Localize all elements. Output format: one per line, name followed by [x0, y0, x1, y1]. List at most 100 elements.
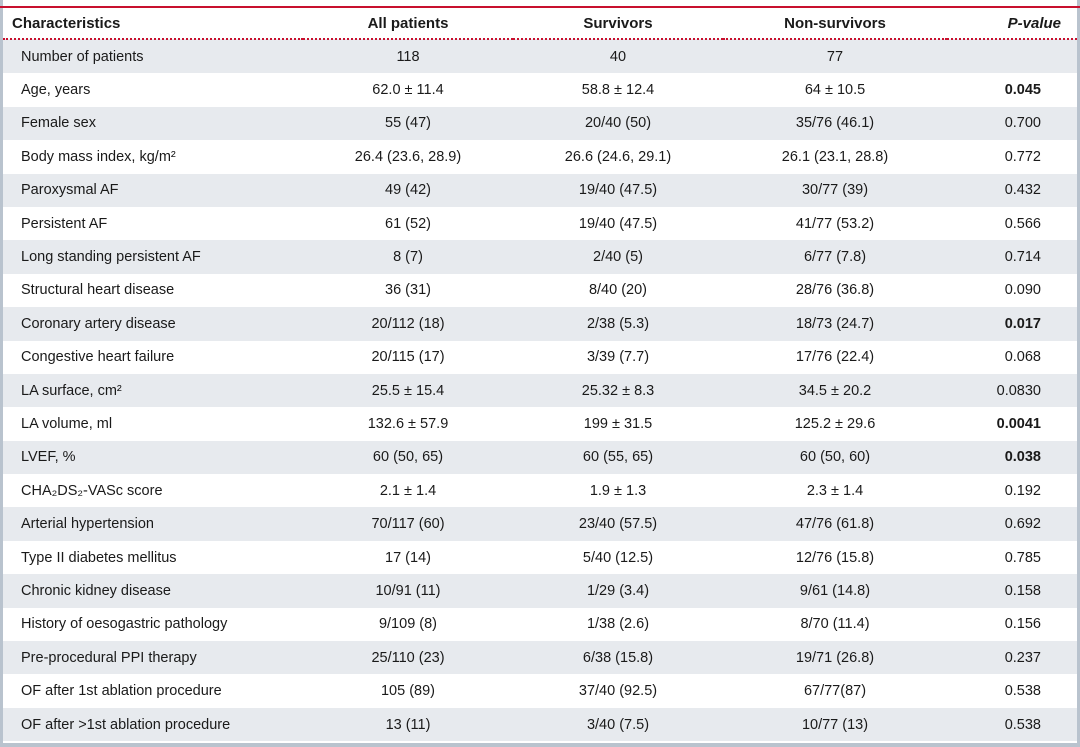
cell-p-value: 0.785	[947, 540, 1077, 575]
cell-non-survivors: 47/76 (61.8)	[723, 507, 947, 541]
cell-survivors: 1/38 (2.6)	[513, 607, 723, 642]
header-p-value-label: P-value	[1007, 14, 1061, 32]
cell-all-patients: 49 (42)	[303, 173, 513, 207]
cell-survivors: 5/40 (12.5)	[513, 540, 723, 575]
cell-non-survivors: 17/76 (22.4)	[723, 340, 947, 374]
cell-p-value: 0.090	[947, 273, 1077, 308]
cell-p-value: 0.538	[947, 674, 1077, 708]
cell-all-patients: 20/112 (18)	[303, 307, 513, 341]
cell-non-survivors: 28/76 (36.8)	[723, 273, 947, 308]
table-row: CHA₂DS₂-VASc score 2.1 ± 1.4 1.9 ± 1.3 2.3 …	[3, 474, 1077, 508]
cell-all-patients: 62.0 ± 11.4	[303, 73, 513, 107]
cell-p-value: 0.0830	[947, 373, 1077, 408]
table-row: Number of patients 118 40 77	[3, 39, 1077, 74]
cell-all-patients: 2.1 ± 1.4	[303, 474, 513, 508]
cell-survivors: 37/40 (92.5)	[513, 674, 723, 708]
cell-survivors: 25.32 ± 8.3	[513, 373, 723, 408]
cell-non-survivors: 67/77(87)	[723, 674, 947, 708]
cell-survivors: 1/29 (3.4)	[513, 574, 723, 608]
table-row: Paroxysmal AF 49 (42) 19/40 (47.5) 30/77 (3…	[3, 173, 1077, 207]
row-label: Age, years	[3, 73, 303, 107]
row-label: History of oesogastric pathology	[3, 607, 303, 642]
cell-survivors: 19/40 (47.5)	[513, 173, 723, 207]
cell-non-survivors: 12/76 (15.8)	[723, 540, 947, 575]
cell-all-patients: 55 (47)	[303, 106, 513, 141]
row-label: Congestive heart failure	[3, 340, 303, 374]
row-label: Number of patients	[3, 39, 303, 74]
cell-all-patients: 17 (14)	[303, 540, 513, 575]
cell-survivors: 58.8 ± 12.4	[513, 73, 723, 107]
row-label: Structural heart disease	[3, 273, 303, 308]
cell-p-value: 0.045	[947, 73, 1077, 107]
cell-all-patients: 9/109 (8)	[303, 607, 513, 642]
table-row: Type II diabetes mellitus 17 (14) 5/40 (12…	[3, 540, 1077, 575]
row-label: Body mass index, kg/m²	[3, 140, 303, 174]
table-row: Body mass index, kg/m² 26.4 (23.6, 28.9) 2…	[3, 140, 1077, 174]
cell-p-value: 0.017	[947, 307, 1077, 341]
top-rule	[0, 6, 1080, 8]
table-row: LVEF, % 60 (50, 65) 60 (55, 65) 60 (50, 60)…	[3, 440, 1077, 475]
cell-p-value: 0.538	[947, 707, 1077, 742]
cell-all-patients: 26.4 (23.6, 28.9)	[303, 140, 513, 174]
cell-non-survivors: 10/77 (13)	[723, 707, 947, 742]
cell-p-value: 0.158	[947, 574, 1077, 608]
cell-survivors: 26.6 (24.6, 29.1)	[513, 140, 723, 174]
cell-p-value: 0.714	[947, 240, 1077, 274]
cell-non-survivors: 19/71 (26.8)	[723, 641, 947, 675]
row-label: Pre-procedural PPI therapy	[3, 641, 303, 675]
cell-all-patients: 118	[303, 39, 513, 74]
cell-all-patients: 70/117 (60)	[303, 507, 513, 541]
cell-non-survivors: 41/77 (53.2)	[723, 206, 947, 241]
cell-p-value: 0.432	[947, 173, 1077, 207]
cell-p-value: 0.038	[947, 440, 1077, 475]
cell-non-survivors: 2.3 ± 1.4	[723, 474, 947, 508]
row-label: OF after 1st ablation procedure	[3, 674, 303, 708]
row-label: LVEF, %	[3, 440, 303, 475]
row-label: Type II diabetes mellitus	[3, 540, 303, 575]
cell-p-value: 0.692	[947, 507, 1077, 541]
cell-non-survivors: 64 ± 10.5	[723, 73, 947, 107]
table-row: OF after >1st ablation procedure 13 (11) 3…	[3, 707, 1077, 742]
cell-all-patients: 36 (31)	[303, 273, 513, 308]
cell-survivors: 1.9 ± 1.3	[513, 474, 723, 508]
cell-non-survivors: 30/77 (39)	[723, 173, 947, 207]
cell-survivors: 3/40 (7.5)	[513, 707, 723, 742]
cell-survivors: 40	[513, 39, 723, 74]
table-row: Arterial hypertension 70/117 (60) 23/40 (5…	[3, 507, 1077, 541]
row-label: Long standing persistent AF	[3, 240, 303, 274]
cell-non-survivors: 77	[723, 39, 947, 74]
cell-non-survivors: 34.5 ± 20.2	[723, 373, 947, 408]
header-row: Characteristics All patients Survivors N…	[3, 8, 1077, 40]
row-label: CHA₂DS₂-VASc score	[3, 474, 303, 508]
cell-p-value: 0.068	[947, 340, 1077, 374]
cell-non-survivors: 35/76 (46.1)	[723, 106, 947, 141]
header-characteristics: Characteristics	[3, 8, 303, 40]
cell-all-patients: 20/115 (17)	[303, 340, 513, 374]
header-non-survivors: Non-survivors	[723, 8, 947, 40]
cell-survivors: 3/39 (7.7)	[513, 340, 723, 374]
table-row: Structural heart disease 36 (31) 8/40 (20)…	[3, 273, 1077, 308]
table-row: Age, years 62.0 ± 11.4 58.8 ± 12.4 64 ± 10.…	[3, 73, 1077, 107]
row-label: Persistent AF	[3, 206, 303, 241]
header-all-patients: All patients	[303, 8, 513, 40]
cell-survivors: 19/40 (47.5)	[513, 206, 723, 241]
cell-survivors: 2/40 (5)	[513, 240, 723, 274]
cell-all-patients: 8 (7)	[303, 240, 513, 274]
cell-all-patients: 105 (89)	[303, 674, 513, 708]
cell-p-value: 0.192	[947, 474, 1077, 508]
cell-p-value	[947, 39, 1077, 74]
cell-all-patients: 60 (50, 65)	[303, 440, 513, 475]
cell-survivors: 23/40 (57.5)	[513, 507, 723, 541]
table-row: History of oesogastric pathology 9/109 (8…	[3, 607, 1077, 642]
cell-non-survivors: 18/73 (24.7)	[723, 307, 947, 341]
row-label: LA surface, cm²	[3, 373, 303, 408]
cell-p-value: 0.237	[947, 641, 1077, 675]
cell-p-value: 0.700	[947, 106, 1077, 141]
row-label: Female sex	[3, 106, 303, 141]
cell-non-survivors: 9/61 (14.8)	[723, 574, 947, 608]
cell-non-survivors: 60 (50, 60)	[723, 440, 947, 475]
cell-p-value: 0.566	[947, 206, 1077, 241]
cell-non-survivors: 8/70 (11.4)	[723, 607, 947, 642]
row-label: OF after >1st ablation procedure	[3, 707, 303, 742]
cell-all-patients: 132.6 ± 57.9	[303, 407, 513, 441]
